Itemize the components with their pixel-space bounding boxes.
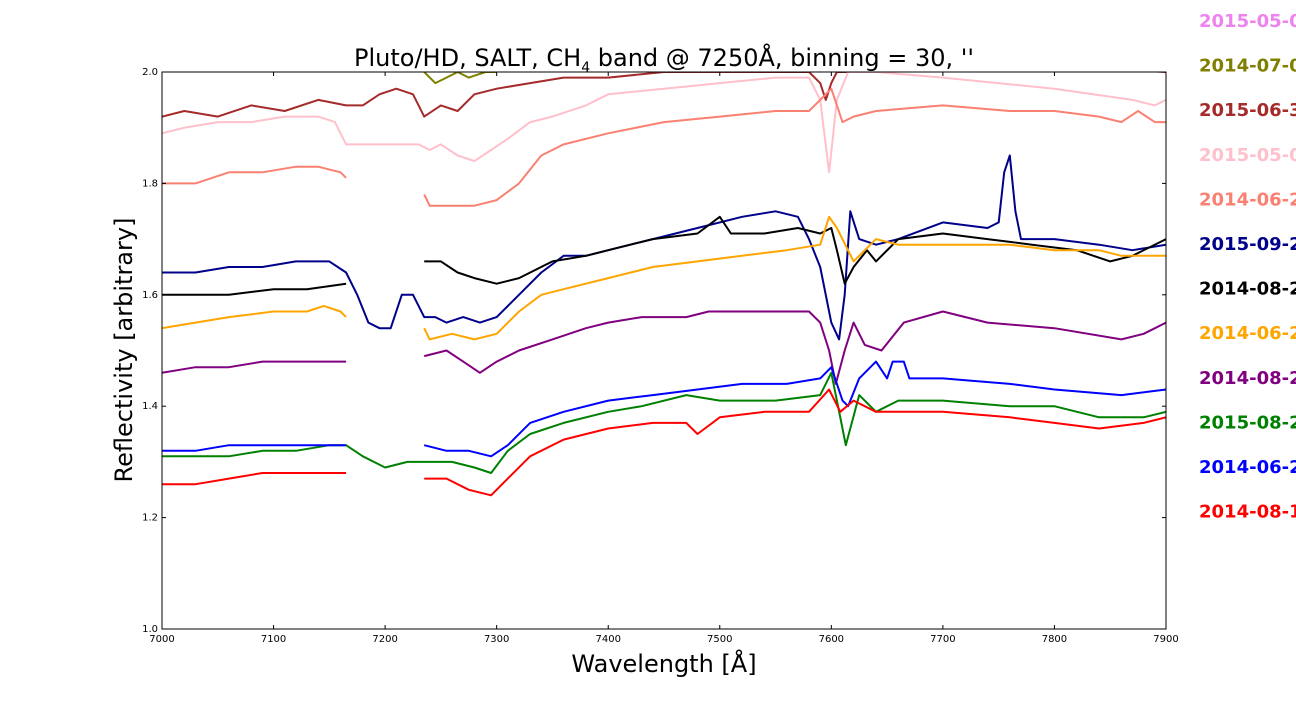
x-tick-label: 7800 [1042,634,1067,645]
series-line-4-segment-0 [162,165,347,185]
chart-title-part-2: band @ 7250Å, binning = 30, '' [590,43,974,72]
series-line-8-segment-1 [423,310,1166,385]
legend: 2015-05-0 2014-07-0 2015-06-3 2015-05-0 2014… [1199,11,1296,523]
series-line-6-segment-1 [424,215,1166,285]
y-tick-label: 2.0 [142,67,158,78]
series-line-11-segment-1 [424,388,1166,497]
legend-entry: 2015-06-3 [1199,100,1296,121]
series-line-10-segment-0 [162,444,347,452]
legend-entry: 2015-09-2 [1199,234,1296,255]
x-tick-label: 7900 [1153,634,1178,645]
legend-entry: 2014-07-0 [1199,56,1296,77]
series-line-11-segment-0 [162,472,347,486]
series-line-2-segment-0 [162,72,1166,118]
plot-background [162,72,1166,629]
x-tick-label: 7700 [930,634,955,645]
series-line-7-segment-1 [423,215,1166,341]
chart-title-subscript: 4 [581,60,590,76]
series-layer [162,72,1166,497]
legend-entry: 2014-08-2 [1199,279,1296,300]
legend-entry: 2014-06-2 [1199,189,1296,210]
x-tick-label: 7300 [484,634,509,645]
series-line-8-segment-0 [162,360,347,374]
series-line-10-segment-1 [423,360,1166,458]
chart-title: Pluto/HD, SALT, CH4 band @ 7250Å, binnin… [354,43,974,76]
series-line-4-segment-1 [423,87,1166,207]
y-tick-label: 1.8 [142,178,158,189]
series-line-3-segment-0 [162,72,1166,174]
x-tick-label: 7600 [819,634,844,645]
y-tick-label: 1.6 [142,290,158,301]
x-tick-label: 7100 [261,634,286,645]
y-tick-label: 1.4 [142,401,158,412]
x-axis-title: Wavelength [Å] [571,649,756,678]
legend-entry: 2015-05-0 [1199,145,1296,166]
y-axis-ticks: 1.0 1.2 1.4 1.6 1.8 2.0 [142,67,1166,635]
x-tick-label: 7000 [149,634,174,645]
x-tick-label: 7200 [372,634,397,645]
y-axis-title: Reflectivity [arbitrary] [110,218,138,483]
legend-entry: 2014-08-1 [1199,502,1296,523]
x-tick-label: 7400 [595,634,620,645]
x-axis-ticks: 7000 7100 7200 7300 7400 7500 7600 7700 7800 7900 [149,72,1179,645]
series-line-1-segment-0 [423,72,497,85]
legend-entry: 2015-08-2 [1199,412,1296,433]
legend-entry: 2015-05-0 [1199,11,1296,32]
plot-frame [161,71,1167,630]
series-line-7-segment-0 [162,304,347,330]
legend-entry: 2014-08-2 [1199,368,1296,389]
x-tick-label: 7500 [707,634,732,645]
legend-entry: 2014-06-2 [1199,323,1296,344]
legend-entry: 2014-06-2 [1199,457,1296,478]
series-line-6-segment-0 [162,282,347,296]
y-tick-label: 1.2 [142,513,158,524]
y-tick-label: 1.0 [142,624,158,635]
chart-title-part-1: Pluto/HD, SALT, CH [354,44,581,72]
